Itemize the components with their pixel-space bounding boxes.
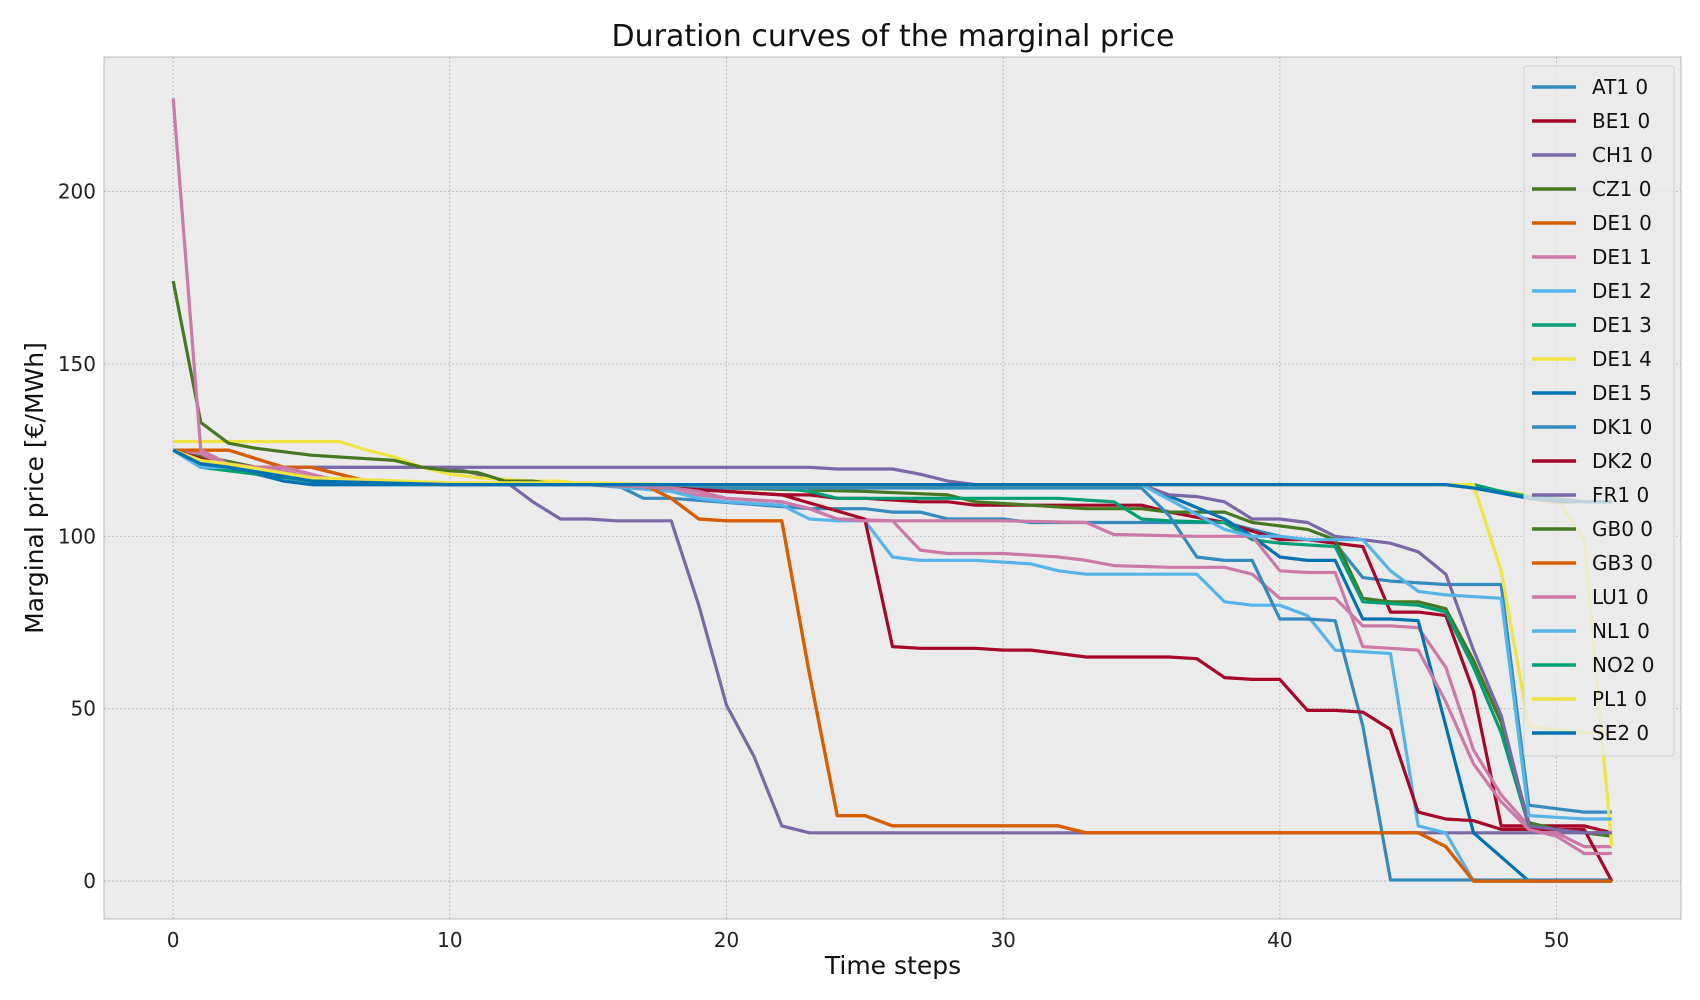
x-tick-label: 10	[437, 928, 462, 952]
legend-label: DE1 3	[1592, 313, 1652, 337]
grid	[104, 57, 1681, 919]
legend-label: SE2 0	[1592, 721, 1649, 745]
legend-label: NL1 0	[1592, 619, 1650, 643]
y-tick-label: 0	[83, 869, 96, 893]
legend-label: DE1 1	[1592, 245, 1652, 269]
legend-label: FR1 0	[1592, 483, 1649, 507]
legend-label: CH1 0	[1592, 143, 1653, 167]
y-tick-label: 150	[58, 352, 96, 376]
x-axis-label: Time steps	[824, 951, 961, 980]
y-tick-label: 100	[58, 524, 96, 548]
legend: AT1 0 BE1 0 CH1 0 CZ1 0 DE1 0 DE1 1 DE1 2 DE1 3…	[1523, 65, 1675, 757]
axis-ticks: 0 10 20 30 40 50 0 50 100 150 200	[58, 179, 1569, 952]
legend-label: DK1 0	[1592, 415, 1652, 439]
series-line-12	[172, 448, 1612, 835]
legend-label: CZ1 0	[1592, 177, 1651, 201]
legend-label: DE1 2	[1592, 279, 1652, 303]
series-line-14	[173, 448, 1612, 883]
legend-label: NO2 0	[1592, 653, 1655, 677]
x-tick-label: 0	[167, 928, 180, 952]
legend-label: GB3 0	[1592, 551, 1653, 575]
legend-label: DE1 4	[1592, 347, 1652, 371]
legend-label: BE1 0	[1592, 109, 1650, 133]
series-line-11	[172, 448, 1614, 882]
y-axis-label: Marginal price [€/MWh]	[20, 342, 49, 634]
y-tick-label: 200	[58, 179, 96, 203]
y-tick-label: 50	[71, 697, 96, 721]
x-tick-label: 40	[1267, 928, 1292, 952]
chart-title: Duration curves of the marginal price	[612, 19, 1175, 54]
x-tick-label: 20	[714, 928, 739, 952]
legend-label: GB0 0	[1592, 517, 1653, 541]
legend-label: LU1 0	[1592, 585, 1649, 609]
legend-label: DE1 5	[1592, 381, 1652, 405]
legend-box	[1523, 65, 1675, 757]
x-tick-label: 30	[990, 928, 1015, 952]
legend-label: DE1 0	[1592, 211, 1652, 235]
legend-label: PL1 0	[1592, 687, 1647, 711]
series-line-9	[172, 448, 1612, 883]
legend-label: DK2 0	[1592, 449, 1652, 473]
legend-label: AT1 0	[1592, 75, 1648, 99]
x-tick-label: 50	[1544, 928, 1569, 952]
